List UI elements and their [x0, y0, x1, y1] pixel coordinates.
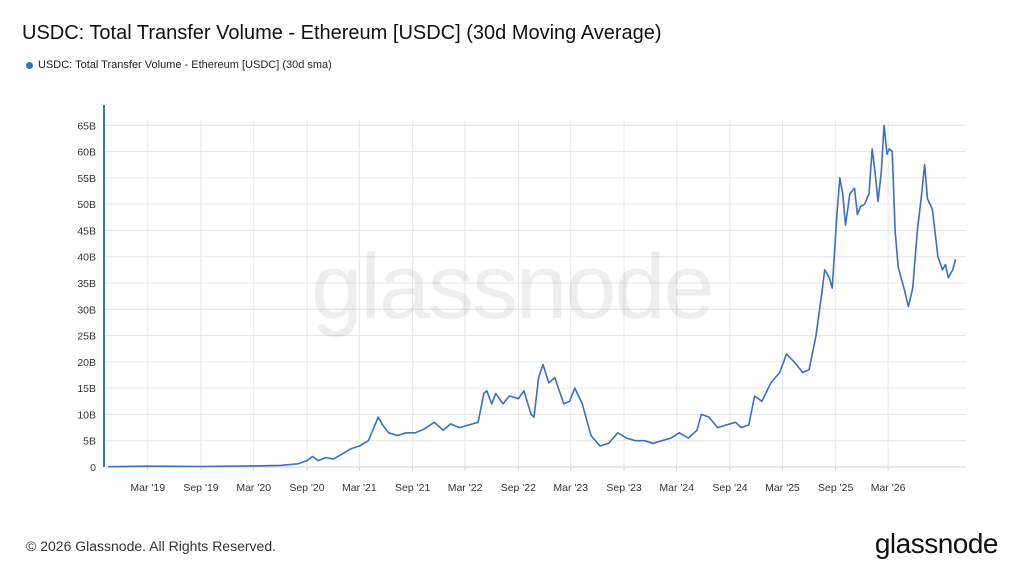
x-tick-label: Mar '22 — [448, 482, 483, 494]
x-tick-label: Mar '19 — [130, 482, 165, 494]
x-tick-label: Sep '20 — [289, 482, 324, 494]
x-tick-label: Sep '25 — [818, 482, 853, 494]
copyright-text: © 2026 Glassnode. All Rights Reserved. — [26, 538, 277, 554]
legend[interactable]: USDC: Total Transfer Volume - Ethereum [… — [26, 59, 332, 71]
x-tick-label: Sep '22 — [501, 482, 536, 494]
y-tick-label: 20B — [77, 357, 96, 369]
y-tick-label: 25B — [77, 331, 96, 343]
y-tick-label: 50B — [77, 199, 96, 211]
x-tick-label: Sep '19 — [183, 482, 218, 494]
x-tick-label: Sep '24 — [712, 482, 747, 494]
y-tick-label: 65B — [77, 120, 96, 132]
y-tick-label: 35B — [77, 278, 96, 290]
chart-title: USDC: Total Transfer Volume - Ethereum [… — [22, 22, 662, 44]
gridlines — [104, 120, 966, 468]
x-tick-label: Mar '26 — [871, 482, 906, 494]
series-layer — [108, 124, 957, 468]
watermark: glassnode — [311, 236, 712, 338]
y-axis: 0 5B 10B 15B 20B 25B 30B 35B 40B 45B 50B 55B 60B 65B — [77, 105, 105, 474]
brand-logo[interactable]: glassnode — [874, 528, 999, 559]
x-tick-label: Sep '21 — [395, 482, 430, 494]
x-tick-label: Mar '23 — [553, 482, 588, 494]
y-tick-label: 45B — [77, 225, 96, 237]
series-line[interactable] — [108, 124, 957, 468]
y-tick-label: 60B — [77, 147, 96, 159]
y-tick-label: 5B — [83, 436, 96, 448]
legend-label: USDC: Total Transfer Volume - Ethereum [… — [38, 59, 332, 71]
x-tick-label: Sep '23 — [606, 482, 641, 494]
y-tick-label: 10B — [77, 409, 96, 421]
y-tick-label: 15B — [77, 383, 96, 395]
x-axis: Mar '19 Sep '19 Mar '20 Sep '20 Mar '21 Sep '… — [104, 466, 966, 494]
x-tick-label: Mar '24 — [659, 482, 694, 494]
y-tick-label: 40B — [77, 252, 96, 264]
x-tick-label: Mar '20 — [236, 482, 271, 494]
y-tick-label: 55B — [77, 173, 96, 185]
y-tick-label: 30B — [77, 304, 96, 316]
x-tick-label: Mar '25 — [765, 482, 800, 494]
y-tick-label: 0 — [90, 462, 96, 474]
legend-dot-icon — [26, 61, 33, 69]
x-tick-label: Mar '21 — [342, 482, 377, 494]
